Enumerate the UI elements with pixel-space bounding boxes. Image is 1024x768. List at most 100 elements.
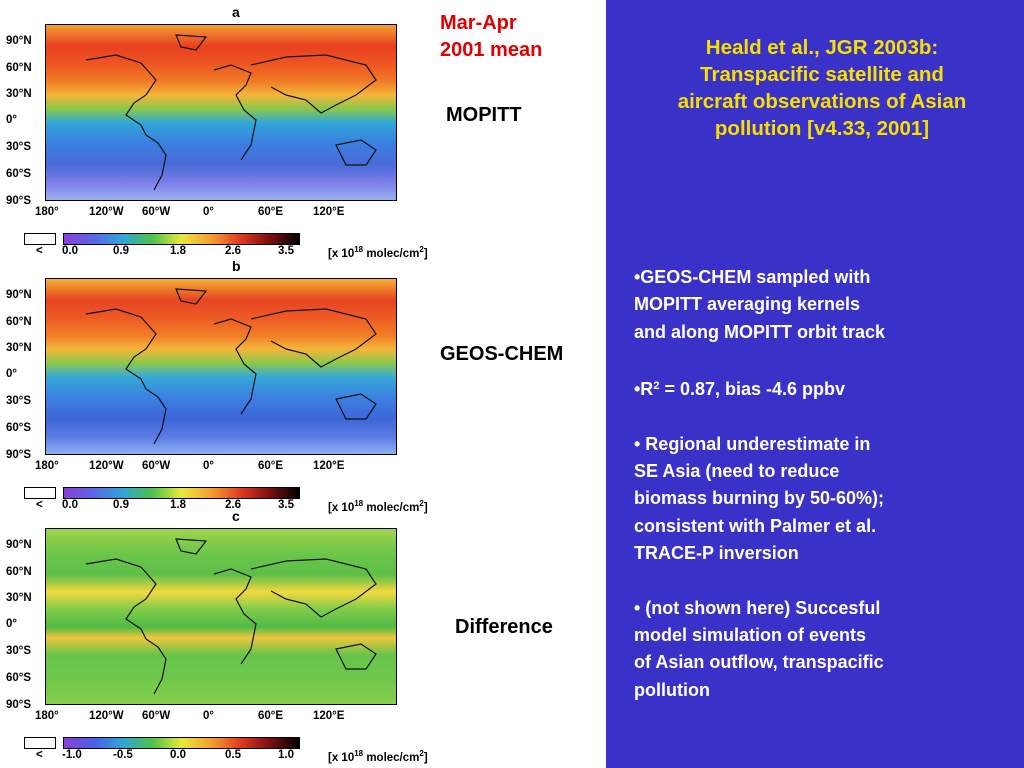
australia-outline (335, 393, 377, 420)
colorbar-tick: < (36, 749, 43, 761)
lon-tick: 120°E (313, 460, 345, 472)
bullet-item: •R2 = 0.87, bias -4.6 ppbv (634, 379, 846, 400)
units-label: [x 1018 molec/cm2] (328, 245, 428, 260)
asia-outline (250, 558, 377, 618)
lat-tick: 60°S (6, 168, 32, 180)
lon-tick: 60°E (258, 460, 284, 472)
lat-tick: 60°N (6, 566, 32, 578)
lat-tick: 0° (6, 114, 17, 126)
under-range-box (24, 487, 56, 499)
title-line: Transpacific satellite and (700, 63, 944, 86)
under-range-box (24, 233, 56, 245)
lat-tick: 90°N (6, 539, 32, 551)
colorbar-tick: 0.5 (225, 749, 241, 761)
lat-tick: 30°N (6, 88, 32, 100)
lat-tick: 30°S (6, 645, 32, 657)
co-column-map (45, 278, 397, 455)
panel-letter: a (232, 4, 240, 20)
colorbar-tick: < (36, 245, 43, 257)
africa-outline (213, 568, 257, 665)
colorbar-tick: 0.0 (62, 245, 78, 257)
text-panel (606, 0, 1024, 768)
title-line: Heald et al., JGR 2003b: (705, 36, 939, 59)
colorbar-tick: 0.9 (113, 499, 129, 511)
africa-outline (213, 64, 257, 161)
bullet-item: • (not shown here) Succesful model simul… (634, 597, 884, 700)
colorbar-tick: -0.5 (113, 749, 133, 761)
australia-outline (335, 643, 377, 670)
map-panel: b 90°N 60°N 30°N 0° 30°S 60°S 90°S 180° 120°W 60°… (0, 258, 450, 514)
asia-outline (250, 308, 377, 368)
north-america-outline (85, 54, 157, 136)
bullet-item: • Regional underestimate in SE Asia (nee… (634, 433, 885, 564)
world-coastline (85, 288, 377, 445)
colorbar-tick: 0.0 (170, 749, 186, 761)
africa-outline (213, 318, 257, 415)
units-label: [x 1018 molec/cm2] (328, 749, 428, 764)
lat-tick: 60°S (6, 672, 32, 684)
lon-tick: 60°W (142, 206, 171, 218)
lat-tick: 90°S (6, 699, 32, 711)
bullet-item: •GEOS-CHEM sampled with MOPITT averaging… (634, 267, 886, 342)
lat-tick: 60°N (6, 316, 32, 328)
south-america-outline (145, 388, 167, 445)
asia-outline (250, 54, 377, 114)
map-panel: c 90°N 60°N 30°N 0° 30°S 60°S 90°S 180° 120°W 60°… (0, 508, 450, 764)
lon-tick: 60°W (142, 710, 171, 722)
lon-tick: 60°E (258, 206, 284, 218)
world-coastline (85, 34, 377, 191)
lat-tick: 30°N (6, 342, 32, 354)
lon-tick: 180° (35, 460, 59, 472)
bullet-list: •GEOS-CHEM sampled with MOPITT averaging… (634, 264, 1014, 731)
colorbar-tick: 3.5 (278, 245, 294, 257)
lon-tick: 120°W (89, 710, 124, 722)
south-america-outline (145, 134, 167, 191)
lat-tick: 60°N (6, 62, 32, 74)
period-line-1: Mar-Apr (440, 12, 517, 34)
lon-tick: 120°W (89, 206, 124, 218)
colorbar-tick: 2.6 (225, 499, 241, 511)
lon-tick: 0° (203, 206, 214, 218)
lat-tick: 30°S (6, 141, 32, 153)
greenland-outline (175, 288, 208, 305)
lat-tick: 60°S (6, 422, 32, 434)
lon-tick: 120°W (89, 460, 124, 472)
world-coastline (85, 538, 377, 695)
colorbar (63, 737, 300, 749)
title-line: aircraft observations of Asian (677, 90, 967, 113)
co-column-map (45, 24, 397, 201)
units-label: [x 1018 molec/cm2] (328, 499, 428, 514)
lat-tick: 90°S (6, 195, 32, 207)
lat-tick: 0° (6, 618, 17, 630)
colorbar-tick: 1.8 (170, 245, 186, 257)
colorbar-tick: 2.6 (225, 245, 241, 257)
colorbar-tick: 0.9 (113, 245, 129, 257)
colorbar (63, 233, 300, 245)
panel-label-mopitt: MOPITT (446, 104, 522, 126)
title-line: pollution [v4.33, 2001] (714, 117, 930, 140)
colorbar-tick: 0.0 (62, 499, 78, 511)
south-america-outline (145, 638, 167, 695)
lat-tick: 0° (6, 368, 17, 380)
colorbar-tick: < (36, 499, 43, 511)
lon-tick: 120°E (313, 206, 345, 218)
panel-label-difference: Difference (455, 616, 553, 638)
panel-label-geoschem: GEOS-CHEM (440, 343, 564, 365)
slide-title: Heald et al., JGR 2003b: Transpacific sa… (634, 34, 1010, 142)
lat-tick: 90°N (6, 289, 32, 301)
lon-tick: 0° (203, 710, 214, 722)
colorbar-tick: -1.0 (62, 749, 82, 761)
lon-tick: 180° (35, 710, 59, 722)
colorbar-tick: 1.8 (170, 499, 186, 511)
colorbar-tick: 1.0 (278, 749, 294, 761)
period-label: Mar-Apr 2001 mean (440, 10, 542, 64)
lon-tick: 60°E (258, 710, 284, 722)
map-panel: a 90°N 60°N 30°N 0° 30°S 60°S 90°S 180° 120°W 60°… (0, 4, 450, 260)
north-america-outline (85, 308, 157, 390)
greenland-outline (175, 34, 208, 51)
lat-tick: 90°S (6, 449, 32, 461)
period-line-2: 2001 mean (440, 39, 543, 61)
co-column-map (45, 528, 397, 705)
lon-tick: 180° (35, 206, 59, 218)
under-range-box (24, 737, 56, 749)
